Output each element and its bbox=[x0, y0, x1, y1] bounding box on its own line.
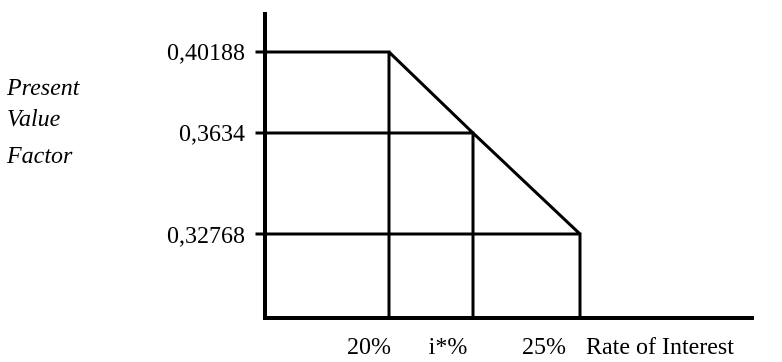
x-tick-label-2: 25% bbox=[522, 334, 566, 360]
x-tick-label-0: 20% bbox=[347, 334, 391, 360]
y-label-present: Present bbox=[6, 75, 81, 101]
y-label-factor: Factor bbox=[6, 143, 73, 169]
y-tick-label-0: 0,40188 bbox=[167, 40, 245, 66]
y-label-value: Value bbox=[7, 106, 61, 132]
y-tick-label-1: 0,3634 bbox=[179, 121, 245, 147]
x-axis-label: Rate of Interest bbox=[586, 334, 734, 360]
x-tick-label-1: i*% bbox=[429, 334, 468, 360]
y-tick-label-2: 0,32768 bbox=[167, 223, 245, 249]
series-line bbox=[387, 50, 582, 236]
